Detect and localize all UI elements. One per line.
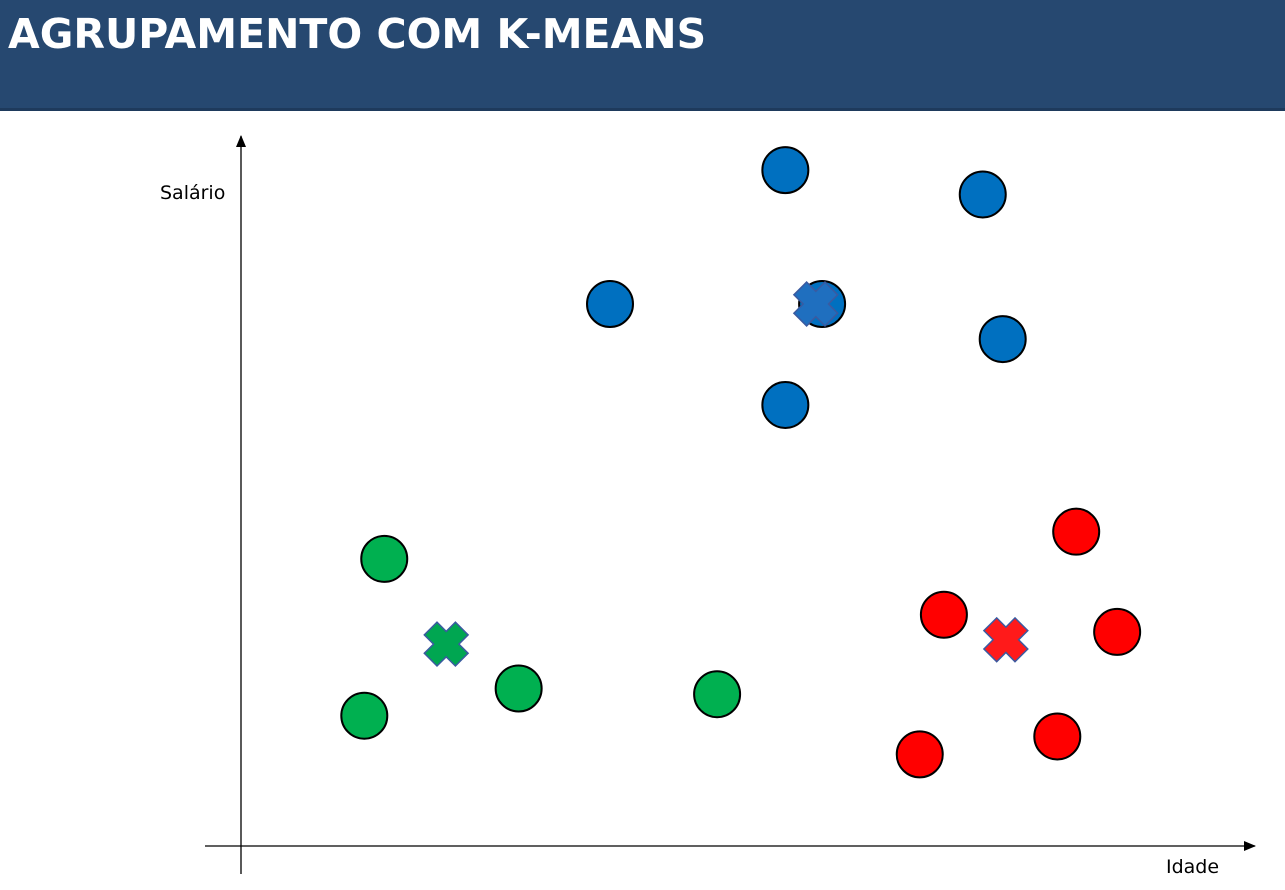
data-point-green-2 (494, 664, 543, 713)
chart-marks (340, 146, 1142, 779)
x-axis-label: Idade (1166, 856, 1219, 878)
data-point-red-2 (919, 590, 968, 639)
data-point-blue-2 (958, 170, 1007, 219)
data-point-green-4 (693, 670, 742, 719)
data-point-blue-6 (761, 380, 810, 429)
data-point-red-1 (1052, 507, 1101, 556)
data-point-blue-1 (761, 146, 810, 195)
data-point-blue-3 (586, 279, 634, 328)
centroid-green-marker (423, 621, 470, 668)
title-bar: AGRUPAMENTO COM K-MEANS (0, 0, 1285, 111)
data-point-red-3 (1093, 607, 1142, 656)
data-point-green-3 (340, 691, 389, 740)
y-axis-label: Salário (160, 182, 225, 204)
centroid-blue-marker (792, 281, 839, 327)
centroid-red-marker (982, 616, 1029, 663)
data-point-red-5 (1033, 712, 1082, 761)
page-title: AGRUPAMENTO COM K-MEANS (8, 10, 707, 58)
data-point-blue-5 (978, 315, 1027, 364)
data-point-green-1 (360, 534, 409, 583)
axes: Salário Idade (160, 135, 1256, 878)
data-point-red-4 (895, 730, 944, 779)
